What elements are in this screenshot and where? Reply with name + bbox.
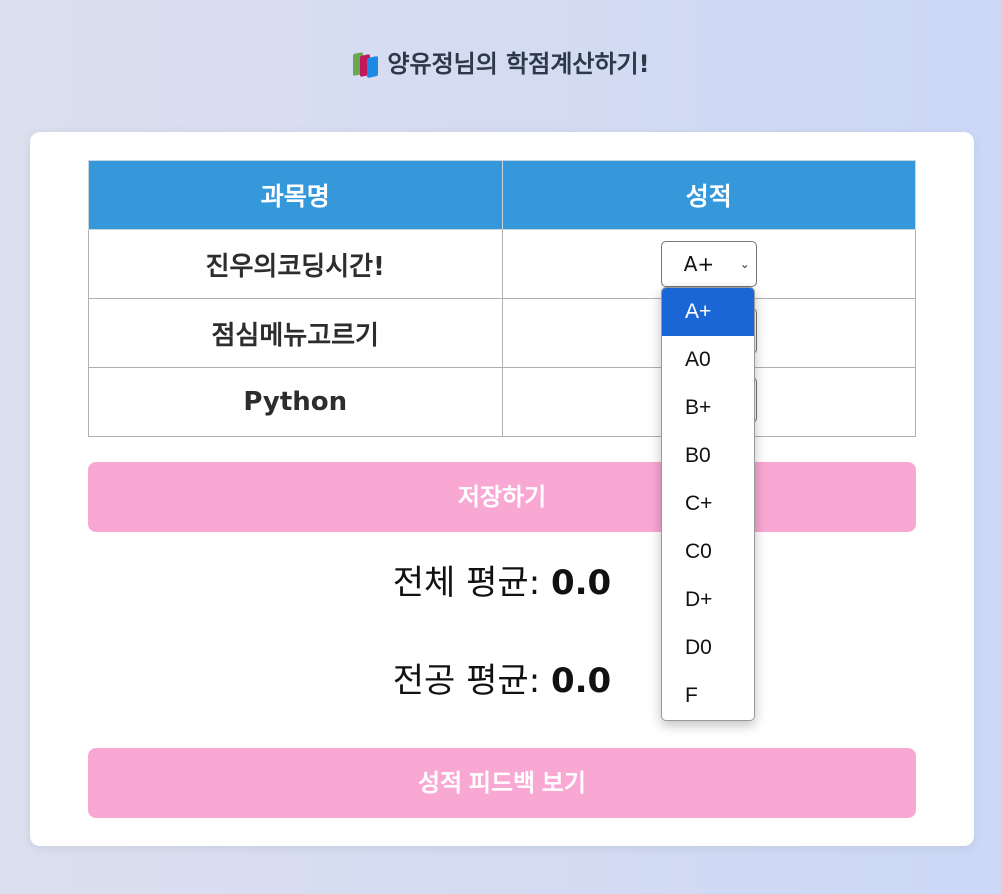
feedback-button[interactable]: 성적 피드백 보기: [88, 748, 916, 818]
major-average-label: 전공 평균:: [392, 661, 541, 701]
grade-option[interactable]: D+: [685, 588, 713, 611]
grade-option[interactable]: D0: [685, 636, 712, 659]
table-row: 점심메뉴고르기: [88, 298, 916, 368]
subject-name: 진우의코딩시간!: [88, 229, 503, 299]
grade-option[interactable]: F: [685, 684, 698, 707]
grade-select[interactable]: A+ ⌄: [660, 241, 757, 287]
save-button[interactable]: 저장하기: [88, 462, 916, 532]
table-header-row: 과목명 성적: [88, 160, 916, 230]
grade-option[interactable]: C0: [685, 540, 712, 563]
grades-table: 과목명 성적 진우의코딩시간! A+ ⌄ 점심메뉴고르기 Python: [88, 160, 916, 437]
header-subject: 과목명: [88, 160, 503, 230]
grade-option[interactable]: B+: [685, 396, 712, 419]
grade-option[interactable]: C+: [685, 492, 713, 515]
page-title-text: 양유정님의 학점계산하기!: [387, 50, 650, 78]
chevron-down-icon: ⌄: [739, 257, 750, 271]
grade-select-value: A+: [683, 252, 715, 276]
major-average-value: 0.0: [550, 661, 612, 701]
grade-option[interactable]: A+: [662, 288, 754, 336]
books-icon: [351, 49, 381, 79]
page-title: 양유정님의 학점계산하기!: [0, 44, 1001, 84]
grade-option[interactable]: A0: [685, 348, 711, 371]
header-grade: 성적: [501, 160, 916, 230]
overall-average: 전체 평균: 0.0: [30, 558, 974, 608]
grade-option[interactable]: B0: [685, 444, 711, 467]
major-average: 전공 평균: 0.0: [30, 656, 974, 706]
table-row: 진우의코딩시간! A+ ⌄: [88, 229, 916, 299]
overall-average-value: 0.0: [550, 563, 612, 603]
grade-calculator-card: 과목명 성적 진우의코딩시간! A+ ⌄ 점심메뉴고르기 Python: [30, 132, 974, 846]
subject-name: 점심메뉴고르기: [88, 298, 503, 368]
overall-average-label: 전체 평균:: [392, 563, 541, 603]
subject-name: Python: [88, 367, 503, 437]
grade-dropdown-list: A+ A0 B+ B0 C+ C0 D+ D0 F: [661, 287, 755, 721]
table-row: Python: [88, 367, 916, 437]
